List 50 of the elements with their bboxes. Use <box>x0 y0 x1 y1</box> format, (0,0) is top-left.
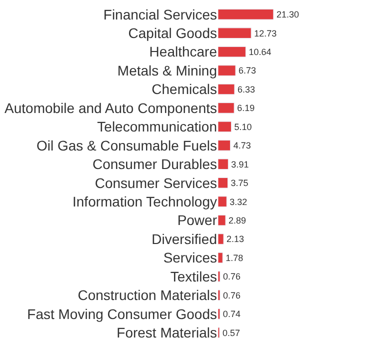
y-tick-label: Oil Gas & Consumable Fuels <box>36 137 217 154</box>
data-label: 6.73 <box>238 66 256 76</box>
bar <box>218 234 224 244</box>
data-label: 5.10 <box>234 122 252 132</box>
data-label: 0.57 <box>222 328 240 338</box>
data-label: 3.91 <box>231 159 249 170</box>
data-label: 6.33 <box>237 84 256 94</box>
y-tick-label: Information Technology <box>72 193 217 210</box>
data-label: 1.78 <box>226 252 244 263</box>
bar <box>218 177 228 188</box>
data-label: 0.76 <box>222 290 241 300</box>
y-tick-label: Telecommunication <box>97 118 217 135</box>
y-tick-label: Power <box>177 212 218 228</box>
y-tick-label: Chemicals <box>152 81 217 98</box>
bar <box>218 102 234 114</box>
bar <box>218 65 236 76</box>
data-label: 2.13 <box>226 234 244 244</box>
y-tick-label: Automobile and Auto Components <box>4 100 217 116</box>
bar <box>218 84 235 95</box>
bar <box>218 140 231 151</box>
data-label: 4.73 <box>233 140 251 151</box>
y-tick-label: Diversified <box>152 230 217 247</box>
y-tick-label: Healthcare <box>149 44 218 60</box>
data-label: 0.76 <box>222 272 241 282</box>
bar <box>218 196 227 207</box>
y-tick-label: Construction Materials <box>78 287 217 304</box>
y-tick-label: Consumer Services <box>94 174 217 191</box>
bar <box>218 46 246 58</box>
y-tick-label: Textiles <box>170 268 217 284</box>
bar <box>218 158 228 170</box>
y-tick-label: Metals & Mining <box>117 62 217 78</box>
y-tick-label: Services <box>163 250 217 266</box>
data-label: 10.64 <box>248 47 272 58</box>
y-tick-label: Consumer Durables <box>92 156 217 172</box>
bar <box>218 214 226 226</box>
y-tick-label: Capital Goods <box>128 24 217 41</box>
data-label: 6.19 <box>237 103 255 114</box>
y-tick-label: Financial Services <box>103 6 217 22</box>
bar <box>218 28 252 38</box>
bar <box>218 121 232 132</box>
data-label: 12.73 <box>254 28 277 38</box>
data-label: 2.89 <box>228 216 246 226</box>
data-label: 21.30 <box>276 10 299 20</box>
data-label: 0.74 <box>222 309 240 320</box>
bar <box>218 8 274 20</box>
data-label: 3.75 <box>230 178 248 188</box>
y-tick-label: Forest Materials <box>116 324 217 341</box>
y-tick-label: Fast Moving Consumer Goods <box>27 306 217 322</box>
data-label: 3.32 <box>230 196 248 207</box>
bar <box>218 252 223 264</box>
